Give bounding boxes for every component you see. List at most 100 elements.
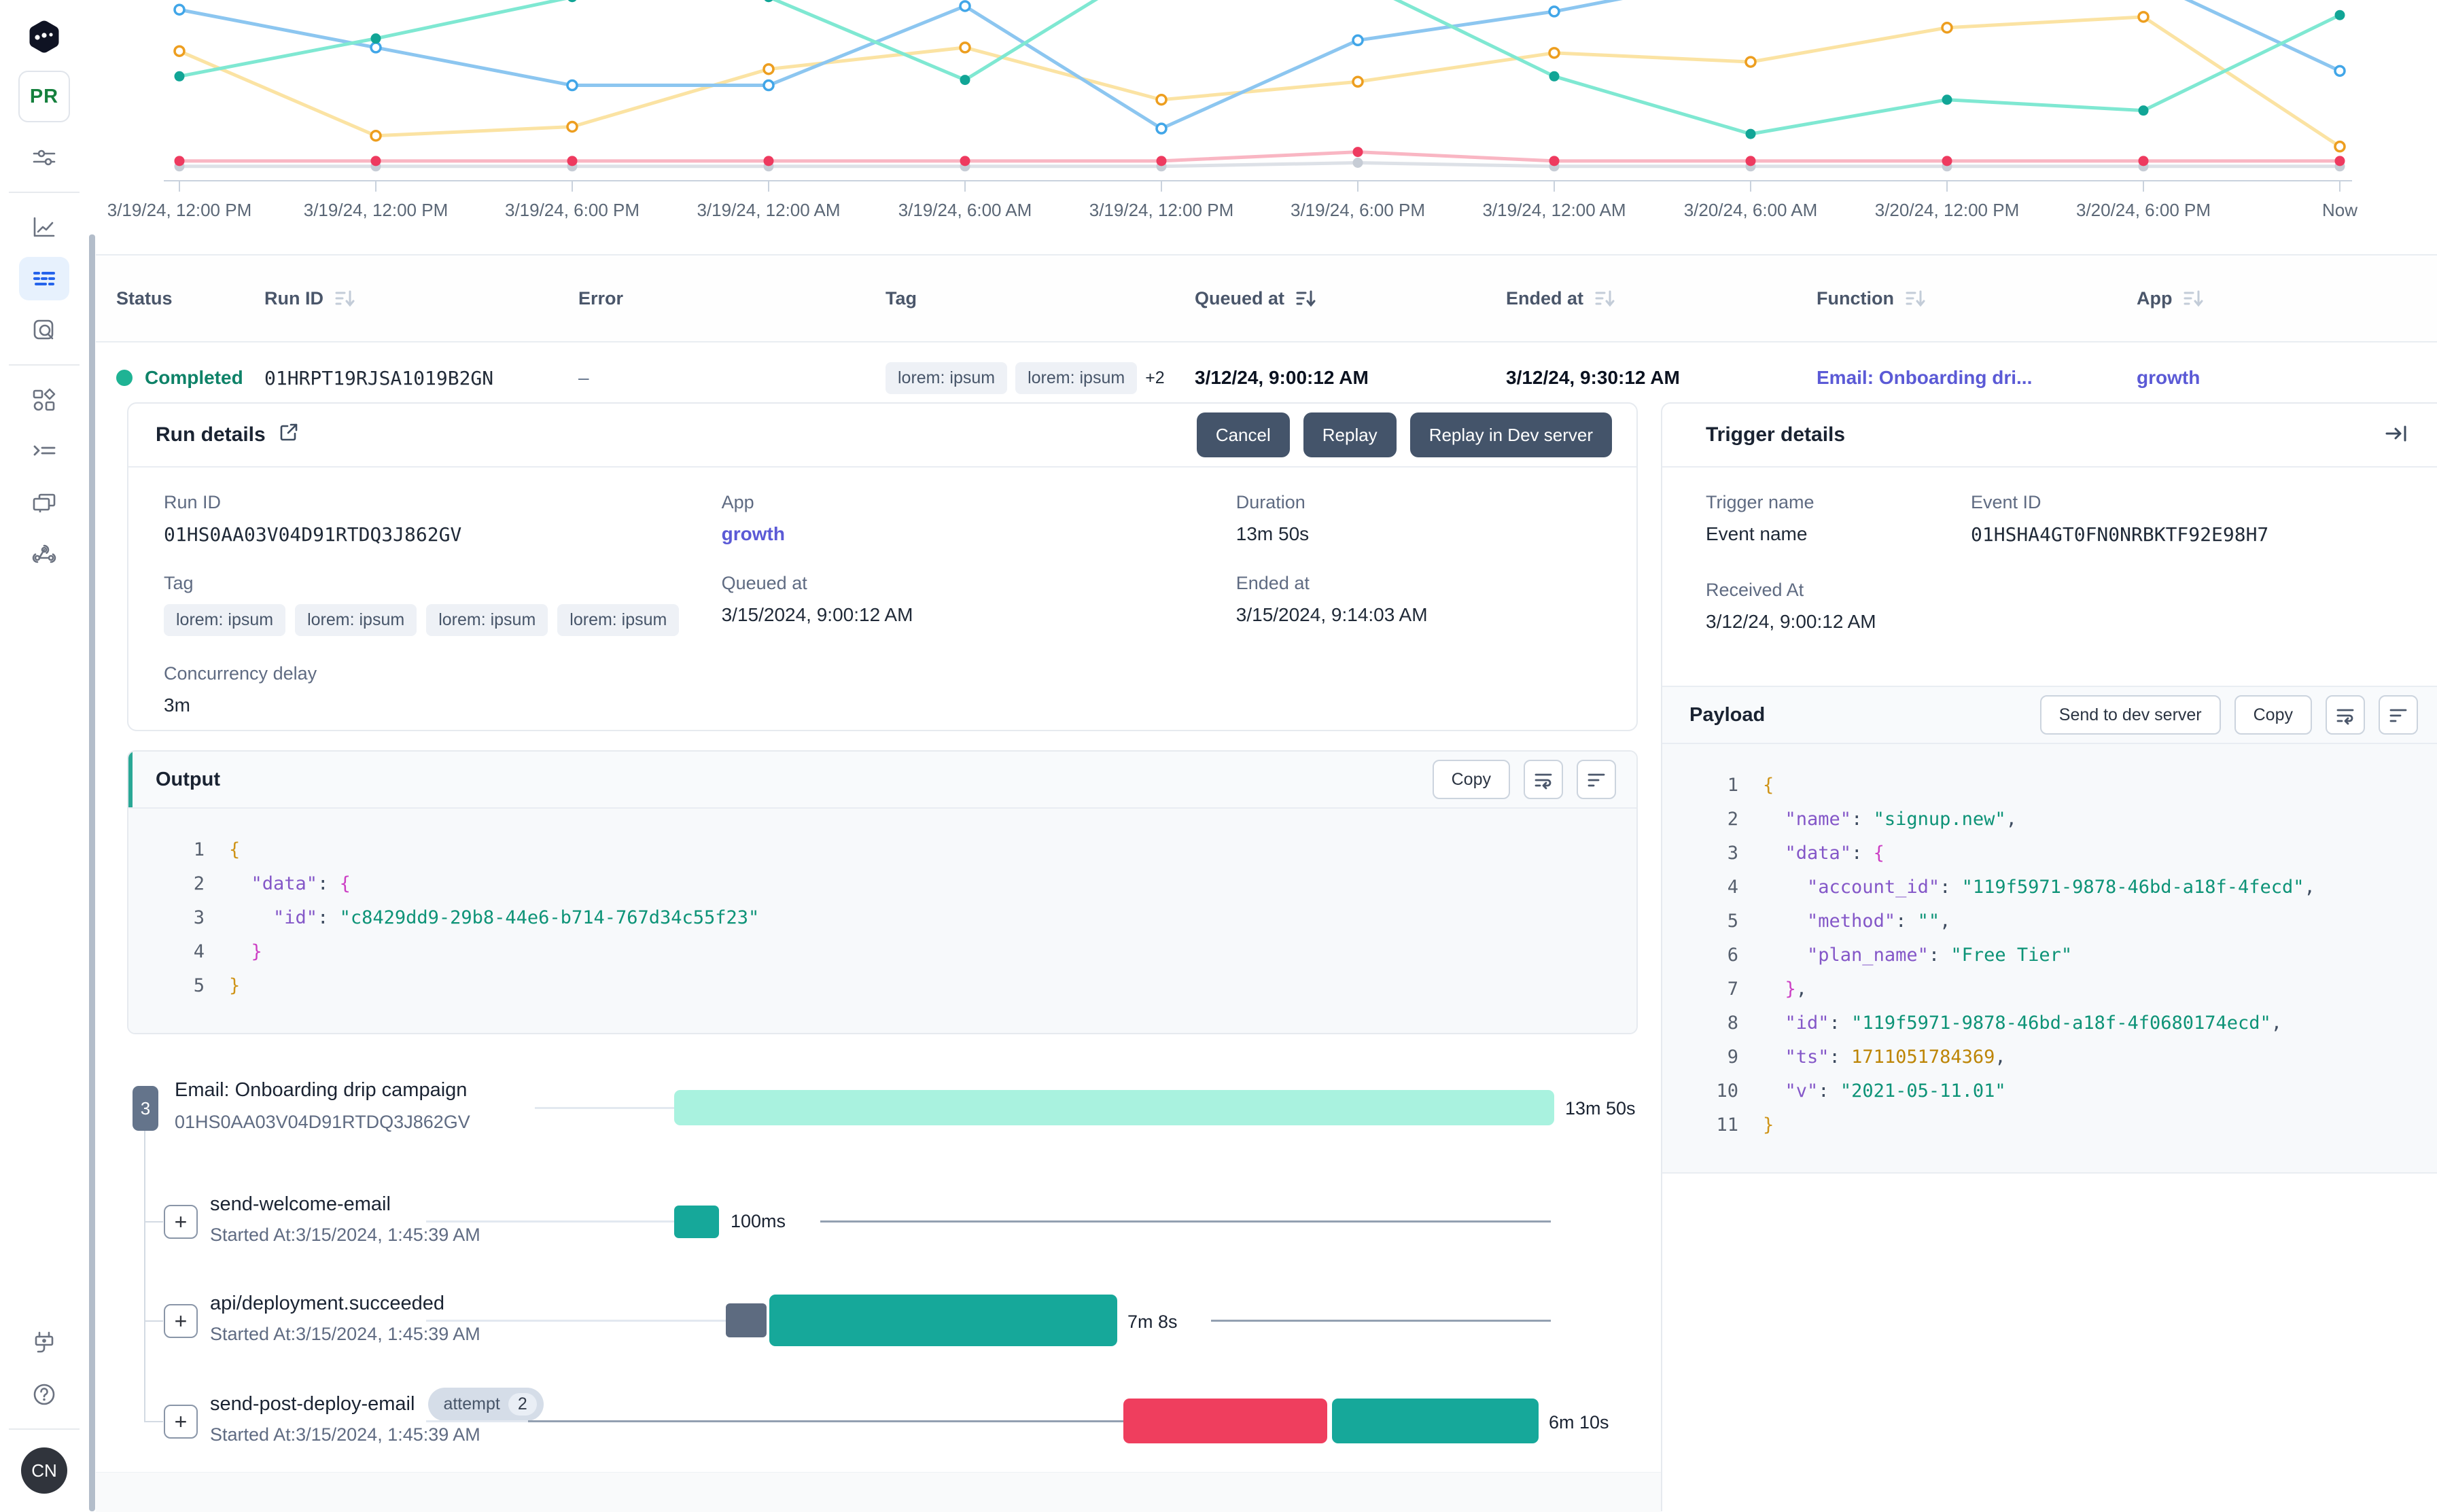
timeline-connector	[426, 1220, 674, 1223]
runs-icon[interactable]	[19, 257, 69, 300]
root-duration-label: 13m 50s	[1565, 1098, 1636, 1119]
copy-button[interactable]: Copy	[1432, 760, 1510, 799]
step-duration-label: 100ms	[731, 1211, 786, 1231]
col-run-id[interactable]: Run ID	[264, 286, 578, 311]
col-function[interactable]: Function	[1817, 286, 2137, 311]
sort-icon-active[interactable]	[1294, 286, 1318, 311]
app-link[interactable]: growth	[2137, 367, 2201, 388]
step-started-at: Started At:3/15/2024, 1:45:39 AM	[210, 1424, 480, 1445]
run-table-row[interactable]: Completed 01HRPT19RJSA1019B2GN – lorem: …	[96, 344, 2437, 412]
tags-more: +2	[1145, 368, 1165, 387]
trigger-name-label: Trigger name	[1706, 492, 1814, 512]
field-concurrency-delay: Concurrency delay 3m	[164, 663, 317, 716]
send-to-dev-server-button[interactable]: Send to dev server	[2039, 695, 2221, 735]
tag-chip: lorem: ipsum	[557, 604, 680, 636]
run-id-cell: 01HRPT19RJSA1019B2GN	[264, 366, 494, 389]
field-app: App growth	[721, 492, 785, 544]
output-header: Output Copy	[128, 752, 1636, 809]
error-cell: –	[578, 367, 589, 388]
svg-text:3/19/24, 6:00 PM: 3/19/24, 6:00 PM	[505, 200, 639, 220]
output-title: Output	[156, 768, 221, 790]
avatar-initials: CN	[31, 1460, 57, 1481]
step-duration-bar[interactable]	[769, 1295, 1117, 1346]
expand-step-button[interactable]: +	[164, 1205, 198, 1239]
tree-line	[144, 1131, 145, 1422]
timeline-root-name: Email: Onboarding drip campaign	[175, 1079, 468, 1101]
step-name-row: send-post-deploy-email attempt 2	[210, 1388, 544, 1421]
step-name: send-post-deploy-email	[210, 1393, 415, 1415]
svg-text:3/19/24, 12:00 PM: 3/19/24, 12:00 PM	[304, 200, 448, 220]
sort-icon[interactable]	[1593, 286, 1617, 311]
tree-line	[144, 1421, 163, 1422]
step-duration-bar[interactable]	[1332, 1399, 1539, 1443]
sidebar-divider	[9, 1428, 80, 1430]
tags-cell: lorem: ipsum lorem: ipsum +2	[886, 362, 1195, 394]
align-lines-icon[interactable]	[2379, 695, 2418, 735]
word-wrap-icon[interactable]	[2326, 695, 2365, 735]
runs-chart-svg: 3/19/24, 12:00 PM 3/19/24, 12:00 PM 3/19/2…	[107, 0, 2357, 220]
ended-at-cell: 3/12/24, 9:30:12 AM	[1506, 367, 1680, 388]
col-queued-at[interactable]: Queued at	[1195, 286, 1506, 311]
tree-line	[144, 1320, 163, 1322]
tree-line	[144, 1221, 163, 1223]
sort-icon[interactable]	[1904, 286, 1928, 311]
align-lines-icon[interactable]	[1577, 760, 1616, 799]
copy-button[interactable]: Copy	[2234, 695, 2312, 735]
trigger-name-value: Event name	[1706, 523, 1808, 544]
tag-chip: lorem: ipsum	[164, 604, 286, 636]
runs-chart: 3/19/24, 12:00 PM 3/19/24, 12:00 PM 3/19/2…	[96, 0, 2437, 256]
webhook-icon[interactable]	[19, 533, 69, 576]
queued-at-cell: 3/12/24, 9:00:12 AM	[1195, 367, 1369, 388]
svg-text:3/19/24, 12:00 PM: 3/19/24, 12:00 PM	[107, 200, 251, 220]
col-app[interactable]: App	[2137, 286, 2437, 311]
functions-icon[interactable]	[19, 429, 69, 473]
collapse-panel-icon[interactable]	[2384, 421, 2408, 449]
apps-icon[interactable]	[19, 378, 69, 421]
replay-dev-server-button[interactable]: Replay in Dev server	[1409, 412, 1612, 457]
step-delay-block[interactable]	[726, 1303, 767, 1337]
root-duration-bar[interactable]	[674, 1090, 1554, 1125]
plug-icon[interactable]	[19, 1321, 69, 1365]
metrics-icon[interactable]	[19, 205, 69, 249]
svg-text:3/20/24, 6:00 PM: 3/20/24, 6:00 PM	[2076, 200, 2211, 220]
svg-text:Now: Now	[2322, 200, 2357, 220]
svg-text:3/19/24, 12:00 AM: 3/19/24, 12:00 AM	[1482, 200, 1626, 220]
runs-table-header: Status Run ID Error Tag Queued at Ended …	[96, 256, 2437, 342]
avatar[interactable]: CN	[21, 1447, 67, 1494]
cancel-button[interactable]: Cancel	[1196, 412, 1290, 457]
external-link-icon[interactable]	[278, 421, 300, 449]
help-icon[interactable]	[19, 1373, 69, 1416]
tag-chip: lorem: ipsum	[295, 604, 417, 636]
windows-icon[interactable]	[19, 481, 69, 525]
sort-icon[interactable]	[333, 286, 357, 311]
event-id-value: 01HSHA4GT0FN0NRBKTF92E98H7	[1971, 523, 2269, 546]
tag-chip: lorem: ipsum	[426, 604, 548, 636]
step-started-at: Started At:3/15/2024, 1:45:39 AM	[210, 1324, 480, 1344]
step-failed-attempt-bar[interactable]	[1123, 1399, 1327, 1443]
step-duration-bar[interactable]	[674, 1206, 719, 1238]
received-at-value: 3/12/24, 9:00:12 AM	[1706, 611, 1876, 632]
filter-sliders-icon[interactable]	[19, 136, 69, 179]
search-icon[interactable]	[19, 309, 69, 352]
col-status[interactable]: Status	[116, 287, 173, 309]
inngest-logo[interactable]	[19, 15, 69, 58]
replay-button[interactable]: Replay	[1303, 412, 1397, 457]
sort-icon[interactable]	[2181, 286, 2206, 311]
field-duration: Duration 13m 50s	[1235, 492, 1310, 544]
status-cell: Completed	[116, 367, 264, 389]
payload-code: 1{2 "name": "signup.new", 3 "data": {4 "a…	[1662, 744, 2437, 1174]
word-wrap-icon[interactable]	[1524, 760, 1563, 799]
expand-step-button[interactable]: +	[164, 1405, 198, 1439]
step-name: api/deployment.succeeded	[210, 1293, 445, 1314]
expand-step-button[interactable]: +	[164, 1304, 198, 1338]
step-count-badge: 3	[133, 1086, 158, 1131]
workspace-pr-badge[interactable]: PR	[18, 71, 70, 122]
app-link[interactable]: growth	[721, 523, 785, 544]
scrollbar-thumb[interactable]	[89, 234, 95, 1511]
col-tag[interactable]: Tag	[886, 287, 917, 309]
col-ended-at[interactable]: Ended at	[1506, 286, 1817, 311]
col-error[interactable]: Error	[578, 287, 624, 309]
function-link[interactable]: Email: Onboarding dri...	[1817, 367, 2033, 388]
field-tag: Tag lorem: ipsum lorem: ipsum lorem: ips…	[164, 573, 722, 636]
tag-chip: lorem: ipsum	[1015, 362, 1138, 394]
